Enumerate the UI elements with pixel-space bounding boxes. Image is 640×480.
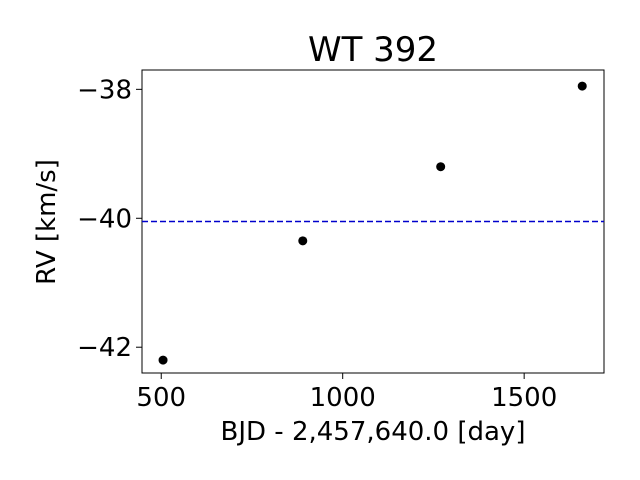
y-tick-label: −38 — [77, 75, 132, 105]
data-point — [158, 355, 168, 365]
x-tick-label: 500 — [136, 383, 186, 413]
data-point — [577, 81, 587, 91]
data-point — [436, 162, 446, 172]
x-tick-label: 1000 — [310, 383, 376, 413]
y-tick-label: −40 — [77, 204, 132, 234]
data-point — [298, 236, 308, 246]
x-tick-label: 1500 — [491, 383, 557, 413]
x-axis-ticks: 500 1000 1500 — [136, 373, 557, 413]
y-axis-ticks: −42 −40 −38 — [77, 75, 142, 363]
chart-title: WT 392 — [308, 30, 438, 70]
y-tick-label: −42 — [77, 333, 132, 363]
data-points — [158, 81, 587, 365]
x-axis-label: BJD - 2,457,640.0 [day] — [221, 417, 526, 447]
y-axis-label: RV [km/s] — [32, 159, 62, 285]
